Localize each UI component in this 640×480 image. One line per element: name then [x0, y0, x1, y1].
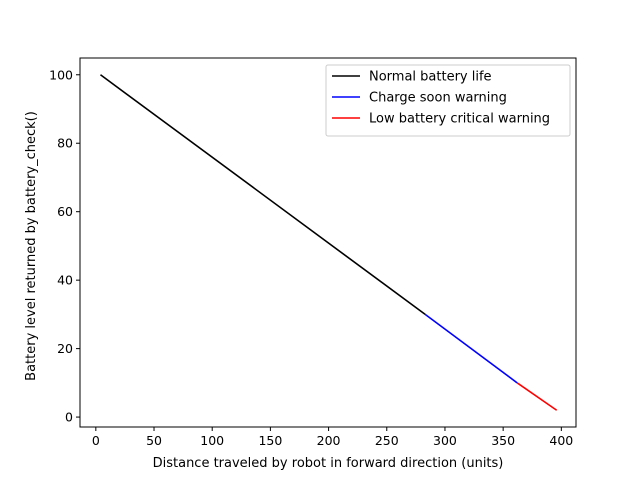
series-line-1 [100, 74, 426, 316]
axes-layer: 0 50 100 150 200 250 300 350 400 0 20 40 60 80 100 [49, 57, 577, 448]
y-tick-label: 60 [57, 204, 73, 219]
x-tick-label: 0 [92, 433, 100, 448]
series-line-2 [424, 313, 518, 384]
x-tick-label: 100 [200, 433, 224, 448]
x-tick-label: 300 [433, 433, 457, 448]
x-tick-label: 350 [491, 433, 515, 448]
legend-box [325, 64, 571, 137]
x-axis-label: Distance traveled by robot in forward di… [153, 456, 504, 471]
y-tick-label: 20 [57, 341, 73, 356]
legend: Normal battery life Charge soon warning Lo… [325, 64, 571, 137]
x-tick-label: 150 [258, 433, 282, 448]
series-line-3 [516, 382, 558, 411]
x-tick-label: 400 [549, 433, 573, 448]
x-tick-label: 250 [375, 433, 399, 448]
legend-label: Low battery critical warning [369, 112, 550, 127]
y-tick-label: 100 [49, 67, 73, 82]
y-tick-label: 80 [57, 136, 73, 151]
y-tick-label: 0 [65, 410, 73, 425]
legend-label: Charge soon warning [369, 91, 507, 106]
plot-frame [79, 57, 577, 428]
x-tick-label: 50 [146, 433, 162, 448]
y-axis-label: Battery level returned by battery_check(… [24, 111, 39, 381]
x-tick-label: 200 [317, 433, 341, 448]
series-layer [100, 74, 558, 411]
legend-label: Normal battery life [369, 70, 492, 85]
y-tick-label: 40 [57, 273, 73, 288]
